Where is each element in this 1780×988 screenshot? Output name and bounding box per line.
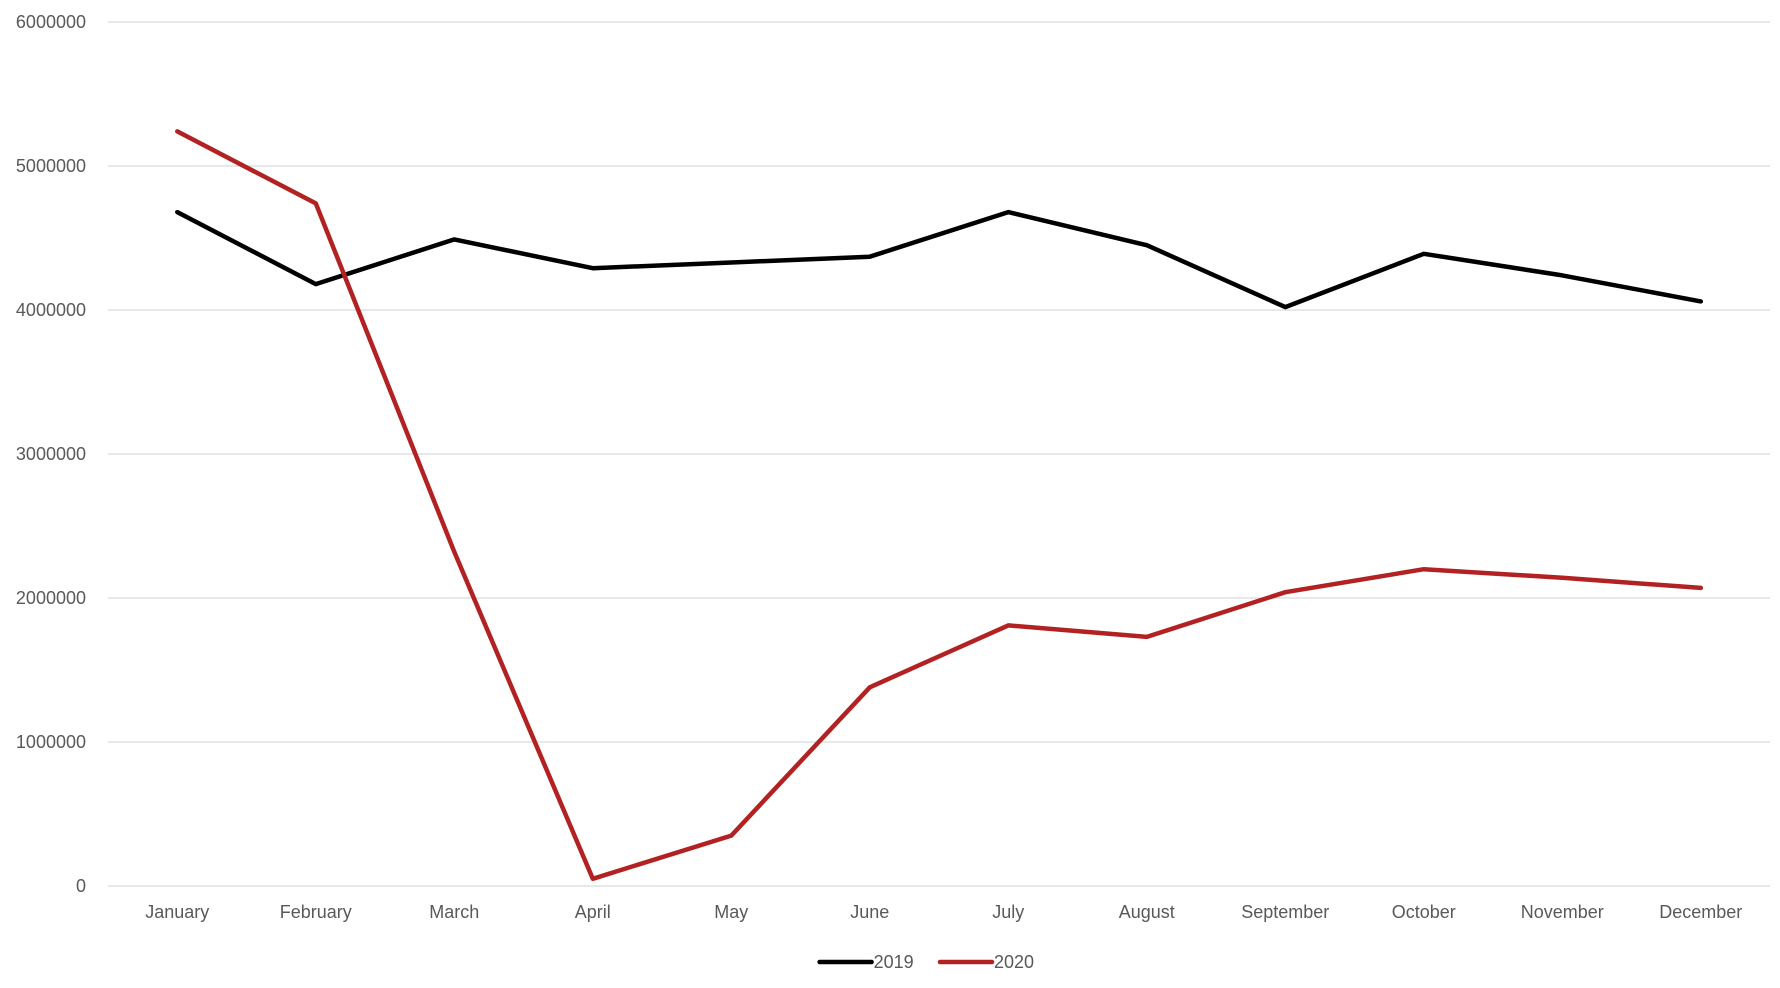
y-tick-label: 5000000 (16, 156, 86, 176)
x-tick-label: October (1392, 902, 1456, 922)
series-line-2019 (175, 209, 1704, 310)
x-tick-label: January (145, 902, 209, 922)
x-tick-label: February (280, 902, 352, 922)
legend-item-2020: 2020 (937, 952, 1034, 972)
x-axis-tick-labels: January February March April May June July Augu… (145, 902, 1742, 922)
y-axis-tick-labels: 0 1000000 2000000 3000000 4000000 5000000 6000… (16, 12, 86, 896)
series-line-2020 (175, 129, 1704, 882)
x-tick-label: September (1241, 902, 1329, 922)
x-tick-label: April (575, 902, 611, 922)
x-tick-label: June (850, 902, 889, 922)
y-tick-label: 0 (76, 876, 86, 896)
legend-label: 2019 (874, 952, 914, 972)
legend-label: 2020 (994, 952, 1034, 972)
y-tick-label: 3000000 (16, 444, 86, 464)
legend-item-2019: 2019 (817, 952, 914, 972)
x-tick-label: July (992, 902, 1024, 922)
x-tick-label: August (1119, 902, 1175, 922)
y-tick-label: 4000000 (16, 300, 86, 320)
x-tick-label: March (429, 902, 479, 922)
legend: 2019 2020 (817, 952, 1034, 972)
y-tick-label: 2000000 (16, 588, 86, 608)
x-tick-label: November (1521, 902, 1604, 922)
y-tick-label: 6000000 (16, 12, 86, 32)
gridlines (108, 21, 1770, 887)
x-tick-label: May (714, 902, 748, 922)
x-tick-label: December (1659, 902, 1742, 922)
y-tick-label: 1000000 (16, 732, 86, 752)
series-lines (175, 129, 1704, 882)
